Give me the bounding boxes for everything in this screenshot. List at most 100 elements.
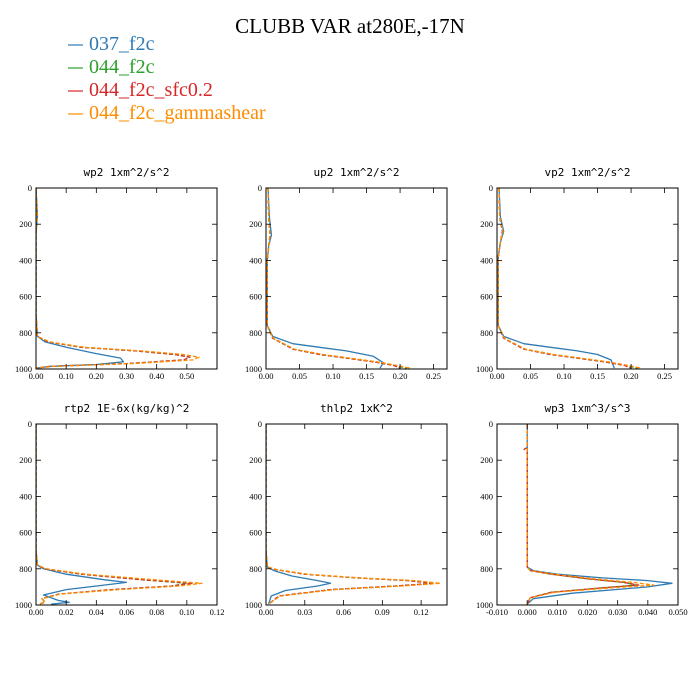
y-tick-label: 600	[249, 292, 262, 302]
x-tick-label: -0.010	[486, 607, 508, 617]
y-tick-label: 0	[258, 419, 262, 429]
y-tick-label: 200	[249, 219, 262, 229]
x-tick-label: 0.15	[359, 371, 374, 381]
series-line	[36, 188, 200, 369]
y-tick-label: 800	[19, 328, 32, 338]
y-tick-label: 400	[480, 491, 493, 501]
x-tick-label: 0.03	[297, 607, 312, 617]
panel: wp3 1xm^3/s^3 0 200 400 600 800 1000-0.010 0.00…	[476, 402, 688, 617]
x-tick-label: 0.09	[375, 607, 390, 617]
legend-item: 044_f2c_sfc0.2	[68, 79, 213, 101]
legend-label: 044_f2c_gammashear	[89, 102, 266, 124]
series-line	[497, 188, 638, 369]
y-tick-label: 200	[480, 455, 493, 465]
y-tick-label: 0	[489, 183, 493, 193]
x-tick-label: 0.10	[326, 371, 341, 381]
plot-frame	[265, 187, 448, 370]
x-tick-label: 0.010	[548, 607, 567, 617]
x-tick-label: 0.06	[119, 607, 134, 617]
legend: 037_f2c044_f2c044_f2c_sfc0.2044_f2c_gamm…	[68, 33, 266, 124]
x-tick-label: 0.25	[657, 371, 672, 381]
plot-frame	[35, 187, 218, 370]
x-tick-label: 0.12	[210, 607, 225, 617]
series-line	[266, 188, 411, 369]
series-line	[266, 424, 435, 605]
y-tick-label: 600	[480, 292, 493, 302]
x-tick-label: 0.20	[89, 371, 104, 381]
y-tick-label: 800	[249, 564, 262, 574]
x-tick-label: 0.00	[259, 371, 274, 381]
x-tick-label: 0.20	[393, 371, 408, 381]
x-tick-label: 0.10	[179, 607, 194, 617]
series-line	[266, 424, 332, 605]
y-tick-label: 1000	[245, 600, 262, 610]
series-line	[266, 424, 435, 605]
figure-title: CLUBB VAR at280E,-17N	[235, 14, 465, 38]
y-tick-label: 200	[19, 219, 32, 229]
panel-title: wp2 1xm^2/s^2	[83, 166, 169, 179]
y-tick-label: 600	[249, 528, 262, 538]
x-tick-label: 0.12	[414, 607, 429, 617]
y-tick-label: 400	[249, 255, 262, 265]
y-tick-label: 800	[19, 564, 32, 574]
y-tick-label: 200	[480, 219, 493, 229]
y-tick-label: 0	[258, 183, 262, 193]
y-tick-label: 1000	[476, 600, 493, 610]
series-group	[523, 424, 673, 605]
y-tick-label: 600	[19, 528, 32, 538]
x-tick-label: 0.030	[608, 607, 627, 617]
y-tick-label: 1000	[245, 364, 262, 374]
panel-title: up2 1xm^2/s^2	[313, 166, 399, 179]
plot-frame	[265, 423, 448, 606]
x-tick-label: 0.00	[29, 371, 44, 381]
series-line	[36, 188, 125, 369]
legend-item: 044_f2c_gammashear	[68, 102, 266, 124]
legend-item: 044_f2c	[68, 56, 155, 78]
y-tick-label: 400	[19, 491, 32, 501]
x-tick-label: 0.02	[59, 607, 74, 617]
y-tick-label: 200	[19, 455, 32, 465]
y-tick-label: 0	[28, 419, 32, 429]
x-tick-label: 0.06	[336, 607, 351, 617]
y-tick-label: 400	[480, 255, 493, 265]
series-group	[266, 188, 411, 369]
series-line	[266, 188, 407, 369]
series-line	[497, 188, 615, 369]
x-tick-label: 0.050	[668, 607, 687, 617]
panel: rtp2 1E-6x(kg/kg)^2 0 200 400 600 800 10000.00…	[15, 402, 224, 617]
x-tick-label: 0.25	[426, 371, 441, 381]
x-tick-label: 0.15	[590, 371, 605, 381]
x-tick-label: 0.05	[292, 371, 307, 381]
x-tick-label: 0.00	[29, 607, 44, 617]
y-tick-label: 0	[489, 419, 493, 429]
x-tick-label: 0.05	[523, 371, 538, 381]
y-tick-label: 1000	[15, 364, 32, 374]
x-tick-label: 0.040	[638, 607, 657, 617]
x-tick-label: 0.40	[149, 371, 164, 381]
x-tick-label: 0.08	[149, 607, 164, 617]
x-tick-label: 0.00	[259, 607, 274, 617]
y-tick-label: 400	[249, 491, 262, 501]
plot-frame	[496, 187, 679, 370]
series-line	[526, 424, 673, 605]
series-line	[266, 424, 442, 605]
y-tick-label: 1000	[15, 600, 32, 610]
series-line	[266, 188, 384, 369]
x-tick-label: 0.20	[624, 371, 639, 381]
legend-label: 037_f2c	[89, 33, 155, 55]
series-line	[36, 188, 191, 369]
legend-label: 044_f2c	[89, 56, 155, 78]
x-tick-label: 0.10	[557, 371, 572, 381]
series-line	[526, 424, 655, 605]
y-tick-label: 200	[249, 455, 262, 465]
series-group	[36, 424, 203, 605]
series-group	[36, 188, 200, 369]
y-tick-label: 0	[28, 183, 32, 193]
x-tick-label: 0.10	[59, 371, 74, 381]
panel-title: rtp2 1E-6x(kg/kg)^2	[64, 402, 190, 415]
